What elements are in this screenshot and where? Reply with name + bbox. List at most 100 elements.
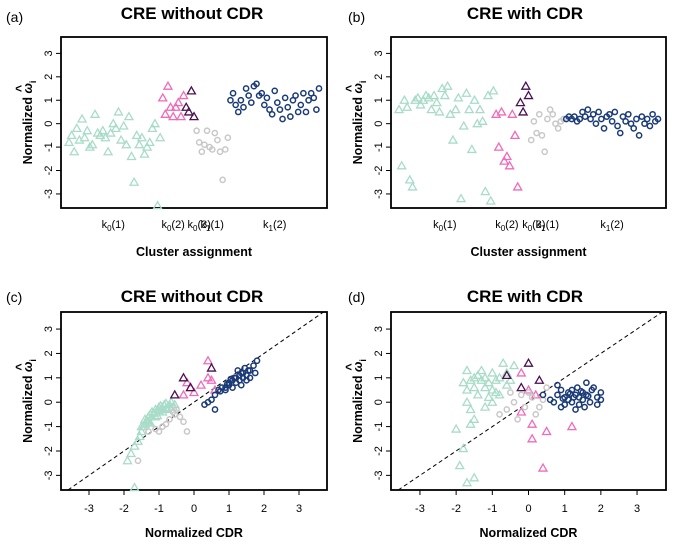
point-k1_2 [284, 103, 292, 111]
y-tick-label: 1 [43, 97, 55, 103]
point-k0_1 [150, 411, 161, 421]
point-k1_2 [557, 386, 565, 394]
point-k1_2 [247, 99, 255, 106]
panel-label: (d) [348, 289, 365, 305]
point-k0_1 [498, 357, 509, 367]
point-k1_2 [216, 387, 224, 395]
point-k0_1 [439, 90, 450, 100]
point-k0_1 [494, 389, 505, 399]
point-k1_2 [240, 103, 247, 111]
point-k0_1 [469, 372, 480, 382]
y-axis-hat: ^ [14, 84, 28, 92]
point-k1_2 [624, 110, 632, 118]
point-k0_1 [450, 104, 461, 114]
point-k0_1 [476, 374, 487, 384]
x-category-label: k1(2) [263, 219, 286, 233]
plot-frame [60, 311, 328, 491]
point-k1_2 [649, 110, 656, 118]
point-k0_1 [139, 413, 151, 423]
point-k0_2 [173, 97, 184, 107]
point-k0_1 [426, 104, 437, 114]
point-k1_2 [576, 115, 584, 123]
panel-title: CRE without CDR [121, 287, 264, 306]
point-k1_2 [234, 108, 242, 116]
x-tick-label: 3 [296, 503, 302, 515]
x-tick-label: 0 [191, 503, 197, 515]
point-k0_2 [523, 384, 534, 394]
point-k0_2 [512, 181, 523, 191]
point-k1_1 [514, 415, 521, 423]
y-tick-label: 1 [373, 97, 385, 103]
point-k1_1 [507, 389, 514, 396]
point-k0_1 [132, 435, 144, 445]
y-tick-label: 3 [43, 326, 55, 332]
point-k0_3 [169, 389, 180, 399]
point-k0_1 [455, 193, 467, 203]
y-tick-label: -2 [373, 166, 385, 176]
point-k0_2 [501, 151, 513, 161]
point-k1_2 [300, 89, 307, 97]
point-k1_2 [237, 381, 245, 389]
point-k0_1 [472, 389, 483, 399]
point-k0_1 [122, 455, 133, 465]
point-k0_1 [476, 365, 487, 375]
x-category-label: k0(1) [102, 219, 125, 233]
point-k0_1 [66, 130, 77, 140]
point-k1_2 [581, 403, 588, 411]
point-k1_1 [528, 393, 536, 401]
point-k0_1 [136, 421, 147, 431]
point-k0_3 [183, 106, 194, 116]
point-k0_1 [461, 365, 473, 375]
point-k0_2 [168, 111, 179, 121]
x-category-label: k0(2) [161, 219, 184, 233]
point-k1_1 [532, 411, 540, 418]
point-k0_2 [202, 372, 214, 382]
point-k0_1 [399, 94, 410, 104]
plot-frame [390, 311, 667, 491]
point-k1_2 [654, 115, 662, 123]
point-k1_1 [216, 148, 224, 156]
point-k1_2 [297, 101, 305, 109]
point-k1_1 [552, 120, 559, 128]
point-k0_1 [113, 106, 124, 116]
x-tick-label: 2 [598, 503, 604, 515]
point-k0_1 [428, 90, 440, 100]
x-tick-label: 3 [634, 503, 640, 515]
point-k0_1 [407, 181, 418, 191]
point-k0_2 [170, 101, 181, 111]
point-k0_1 [479, 401, 491, 411]
y-tick-label: -2 [43, 446, 55, 456]
point-k0_3 [517, 106, 529, 116]
point-k1_1 [541, 148, 549, 156]
point-k1_2 [539, 391, 547, 399]
point-k0_2 [202, 355, 214, 365]
point-k1_2 [587, 115, 594, 123]
y-tick-label: -2 [373, 446, 385, 456]
point-k0_1 [110, 123, 121, 133]
panel-c: CRE without CDR (c) -3 -2 -1 0 1 2 3 Normalized ω… [6, 287, 328, 540]
point-k0_1 [149, 118, 161, 128]
point-k1_1 [549, 110, 557, 118]
point-k0_1 [487, 367, 498, 377]
point-k1_1 [195, 139, 203, 146]
point-k1_1 [543, 384, 550, 391]
point-k1_2 [586, 398, 594, 406]
point-k0_1 [155, 400, 166, 410]
point-k1_2 [310, 94, 318, 102]
point-k0_3 [515, 97, 526, 107]
point-k1_1 [183, 428, 191, 435]
point-k1_2 [554, 391, 561, 399]
point-k0_2 [516, 406, 527, 416]
x-tick-label: -3 [84, 503, 94, 515]
point-k0_1 [458, 377, 469, 387]
point-k1_2 [250, 362, 257, 369]
x-category-label: k1(1) [201, 219, 224, 233]
point-k1_2 [253, 80, 260, 88]
point-k0_1 [482, 90, 494, 100]
point-k0_2 [499, 155, 510, 165]
point-k1_2 [237, 369, 245, 377]
point-k0_1 [487, 384, 498, 394]
point-k0_1 [128, 176, 140, 186]
point-k0_1 [69, 146, 80, 156]
point-k1_2 [229, 89, 237, 97]
